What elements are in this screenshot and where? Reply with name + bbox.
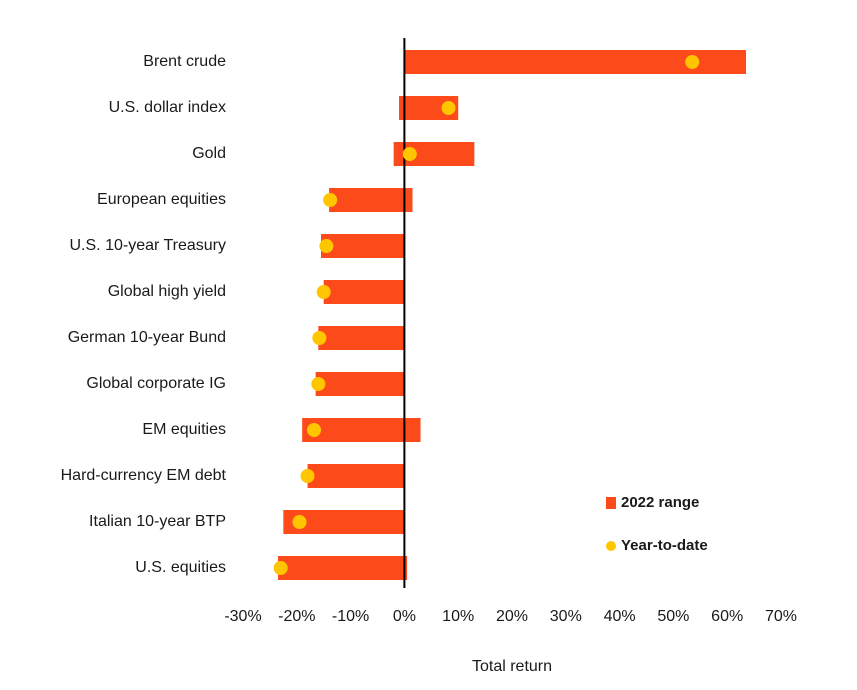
- range-bar: [277, 556, 408, 580]
- ytd-dot: [323, 193, 338, 207]
- category-label: U.S. dollar index: [109, 99, 226, 116]
- ytd-dot: [316, 285, 331, 299]
- ytd-dots: [273, 55, 700, 575]
- legend: 2022 range Year-to-date: [606, 494, 708, 554]
- ytd-dot: [319, 239, 334, 253]
- ytd-dot: [685, 55, 700, 69]
- category-label: European equities: [97, 191, 226, 208]
- ytd-dot: [300, 469, 315, 483]
- x-tick-label: 0%: [393, 608, 416, 625]
- ytd-dot: [312, 331, 327, 345]
- x-tick-label: 50%: [657, 608, 689, 625]
- legend-ytd-swatch: [606, 541, 616, 551]
- x-tick-label: 10%: [442, 608, 474, 625]
- x-tick-label: 60%: [711, 608, 743, 625]
- x-tick-label: 20%: [496, 608, 528, 625]
- x-tick-label: -10%: [332, 608, 369, 625]
- ytd-dot: [441, 101, 456, 115]
- range-bar: [321, 234, 405, 258]
- x-tick-label: -20%: [278, 608, 315, 625]
- legend-ytd-label: Year-to-date: [621, 537, 708, 554]
- ytd-dot: [311, 377, 326, 391]
- range-bar: [323, 280, 405, 304]
- range-bar: [302, 418, 421, 442]
- range-bar: [315, 372, 405, 396]
- category-label: U.S. 10-year Treasury: [70, 237, 227, 254]
- x-tick-label: -30%: [224, 608, 261, 625]
- ytd-dot: [402, 147, 417, 161]
- x-tick-labels: -30% -20% -10% 0% 10% 20% 30% 40% 50% 60% 70%: [224, 608, 797, 625]
- ytd-dot: [273, 561, 288, 575]
- ytd-dot: [292, 515, 307, 529]
- range-bar: [307, 464, 405, 488]
- range-bar: [318, 326, 405, 350]
- category-label: Global high yield: [108, 283, 226, 300]
- legend-range-label: 2022 range: [621, 494, 699, 511]
- legend-range-swatch: [606, 497, 616, 509]
- x-tick-label: 40%: [604, 608, 636, 625]
- category-label: U.S. equities: [135, 559, 226, 576]
- category-label: Global corporate IG: [86, 375, 226, 392]
- category-label: German 10-year Bund: [68, 329, 226, 346]
- x-axis-title: Total return: [472, 658, 552, 675]
- range-bar: [329, 188, 413, 212]
- category-label: Italian 10-year BTP: [89, 513, 226, 530]
- x-tick-label: 30%: [550, 608, 582, 625]
- category-labels: Brent crude U.S. dollar index Gold European…: [61, 53, 227, 576]
- category-label: Hard-currency EM debt: [61, 467, 227, 484]
- category-label: EM equities: [142, 421, 226, 438]
- x-tick-label: 70%: [765, 608, 797, 625]
- ytd-dot: [307, 423, 322, 437]
- category-label: Brent crude: [143, 53, 226, 70]
- category-label: Gold: [192, 145, 226, 162]
